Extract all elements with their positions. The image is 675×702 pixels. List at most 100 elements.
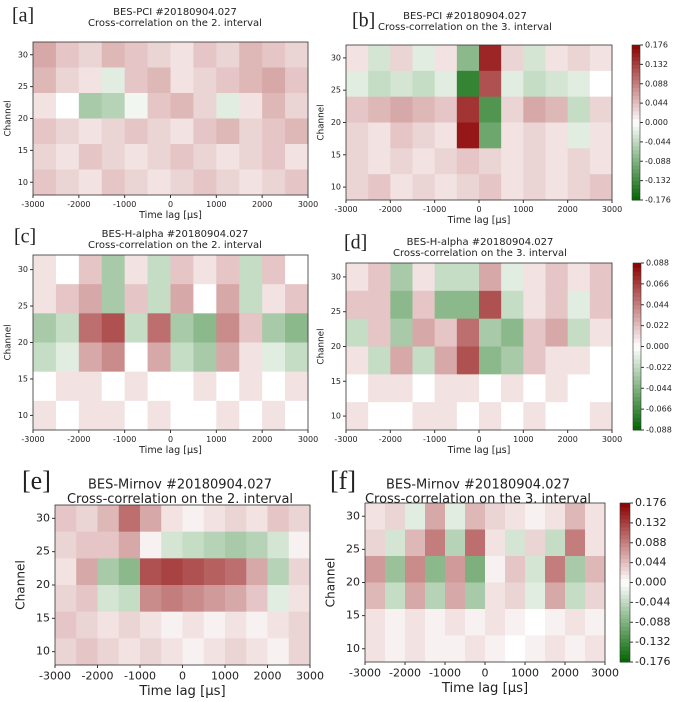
heatmap-cell	[346, 45, 369, 72]
heatmap-cell	[262, 255, 286, 285]
heatmap-cell	[225, 531, 247, 559]
colorbar-step	[633, 329, 641, 335]
colorbar-tick-label: 0.132	[635, 516, 667, 529]
heatmap-cell	[285, 144, 309, 170]
heatmap-cell	[170, 400, 194, 431]
colorbar-step	[620, 503, 630, 508]
colorbar-step	[633, 288, 641, 293]
heatmap-cell	[505, 609, 526, 636]
heatmap-cell	[456, 70, 480, 98]
heatmap-cell	[239, 400, 263, 431]
heatmap-cell	[262, 118, 286, 145]
heatmap-cell	[425, 503, 446, 530]
heatmap-cell	[465, 635, 486, 663]
heatmap-cell	[285, 67, 309, 94]
heatmap-cell	[425, 609, 446, 636]
heatmap-cell	[55, 371, 80, 402]
chart-subtitle: Cross-correlation on the 2. interval	[88, 240, 262, 251]
heatmap-cell	[405, 503, 426, 530]
heatmap-cell	[285, 93, 309, 119]
heatmap-cell	[385, 529, 406, 557]
heatmap-cell	[434, 122, 458, 149]
heatmap-cell	[485, 609, 506, 636]
heatmap-cell	[193, 42, 217, 68]
heatmap-cell	[101, 169, 126, 196]
heatmap-cell	[368, 402, 391, 431]
x-tick-label: 0	[168, 200, 173, 209]
colorbar-step	[633, 388, 641, 393]
heatmap-cell	[267, 638, 290, 666]
heatmap-cell	[567, 346, 591, 375]
heatmap-cell	[97, 611, 120, 639]
heatmap-cell	[216, 371, 240, 402]
heatmap-cell	[589, 122, 613, 149]
heatmap-cell	[346, 174, 369, 201]
panel-label: [c]	[14, 226, 36, 248]
heatmap-cell	[525, 609, 546, 636]
heatmap-cell	[390, 96, 413, 123]
colorbar-step	[620, 614, 630, 619]
heatmap-cell	[445, 635, 466, 663]
heatmap-cell	[465, 503, 486, 530]
heatmap-cell	[456, 174, 480, 201]
heatmap-cell	[368, 45, 391, 72]
colorbar-step	[632, 79, 640, 85]
heatmap-cell	[161, 611, 183, 639]
heatmap-cell	[147, 371, 171, 402]
heatmap-cell	[55, 558, 77, 586]
colorbar-tick-label: -0.176	[635, 655, 670, 668]
heatmap-cell	[465, 556, 486, 583]
x-tick-label: -2000	[379, 205, 402, 214]
chart-subtitle: Cross-correlation on the 3. interval	[393, 248, 567, 259]
heatmap-cell	[567, 122, 591, 149]
heatmap-cell	[523, 402, 546, 431]
chart-subtitle: Cross-correlation on the 2. interval	[67, 492, 293, 507]
heatmap-cell	[78, 255, 103, 285]
heatmap-cell	[161, 638, 183, 666]
y-tick-label: 10	[36, 645, 50, 658]
colorbar-step	[632, 107, 640, 112]
heatmap-cell	[523, 290, 546, 320]
heatmap-cell	[147, 284, 171, 314]
heatmap-cell	[585, 582, 606, 610]
heatmap-cell	[545, 96, 569, 123]
heatmap-cell	[246, 611, 268, 639]
heatmap-cell	[545, 609, 566, 636]
chart-title: BES-H-alpha #20180904.027	[102, 229, 249, 240]
heatmap-cell	[501, 148, 524, 175]
heatmap-cell	[147, 67, 171, 94]
heatmap-cell	[412, 263, 436, 292]
y-tick-label: 25	[346, 542, 360, 555]
chart-title: BES-PCI #20180904.027	[113, 7, 237, 18]
heatmap-cell	[101, 371, 126, 402]
colorbar-tick-label: -0.132	[635, 635, 670, 648]
chart-subtitle: Cross-correlation on the 2. interval	[88, 18, 262, 29]
heatmap-cell	[55, 531, 77, 559]
heatmap-cell	[193, 118, 217, 145]
heatmap-cell	[147, 144, 171, 170]
heatmap-cell	[485, 582, 506, 610]
colorbar-step	[620, 578, 630, 583]
heatmap-cell	[267, 531, 290, 559]
colorbar-step	[633, 359, 641, 364]
colorbar-tick-label: 0.044	[635, 556, 667, 569]
heatmap-cell	[193, 400, 217, 431]
colorbar-step	[633, 384, 641, 389]
heatmap-cell	[170, 118, 194, 145]
heatmap-cell	[147, 255, 171, 285]
colorbar-step	[620, 634, 630, 639]
colorbar-step	[620, 638, 630, 643]
heatmap-cell	[78, 342, 103, 373]
heatmap-cell	[445, 609, 466, 636]
heatmap-cell	[288, 531, 311, 559]
heatmap-cell	[365, 635, 386, 663]
heatmap-cell	[78, 313, 103, 343]
chart-title: BES-Mirnov #20180904.027	[88, 478, 272, 493]
heatmap-cell	[33, 371, 57, 402]
heatmap-cell	[479, 290, 502, 320]
chart-subtitle: Cross-correlation on the 3. interval	[365, 492, 591, 507]
heatmap-cell	[365, 503, 386, 530]
heatmap-cell	[170, 371, 194, 402]
colorbar-step	[632, 48, 640, 54]
heatmap-cell	[55, 255, 80, 285]
